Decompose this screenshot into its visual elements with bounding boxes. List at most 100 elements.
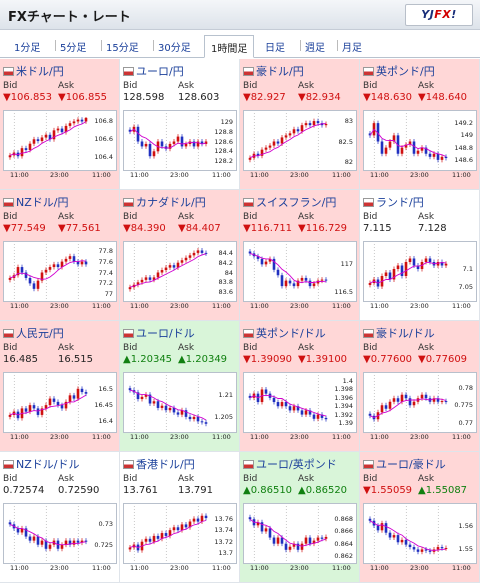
pair-card[interactable]: ユーロ/円 Bid Ask 128.598 128.603 129 128.8 128.6 12… <box>120 59 240 190</box>
pair-name-link[interactable]: ユーロ/豪ドル <box>363 456 446 472</box>
mini-chart[interactable]: 7.1 7.05 <box>363 241 477 302</box>
chart-svg <box>368 244 448 301</box>
candle-body <box>264 528 268 532</box>
pair-name-link[interactable]: 豪ドル/円 <box>243 63 304 79</box>
pair-name-link[interactable]: 米ドル/円 <box>3 63 64 79</box>
pair-card[interactable]: 豪ドル/円 Bid Ask ▼82.927 ▼82.934 83 82.5 82 11:00 23… <box>240 59 360 190</box>
pair-card[interactable]: ユーロ/豪ドル Bid Ask ▼1.55059 ▲1.55087 1.56 1.55 11:… <box>360 452 480 583</box>
mini-chart[interactable]: 129 128.8 128.6 128.4 128.2 <box>123 110 237 171</box>
mini-chart[interactable]: 13.76 13.74 13.72 13.7 <box>123 503 237 564</box>
pair-name-link[interactable]: 英ポンド/円 <box>363 63 435 79</box>
mini-chart[interactable]: 149.2 149 148.8 148.6 <box>363 110 477 171</box>
flag-eu-icon <box>123 67 134 76</box>
y-tick-label: 106.8 <box>94 117 113 126</box>
candle-body <box>56 128 60 131</box>
tab-3[interactable]: 15分足 <box>106 43 139 54</box>
pair-name-link[interactable]: 英ポンド/ドル <box>243 325 326 341</box>
candle-body <box>308 537 312 544</box>
pair-card[interactable]: 英ポンド/円 Bid Ask ▼148.630 ▼148.640 149.2 149 148.… <box>360 59 480 190</box>
ask-value: 13.791 <box>178 485 213 496</box>
pair-name-link[interactable]: NZドル/円 <box>3 194 68 210</box>
pair-card[interactable]: スイスフラン/円 Bid Ask ▼116.711 ▼116.729 117 116.5 11… <box>240 190 360 321</box>
mini-chart[interactable]: 84.4 84.2 84 83.8 83.6 <box>123 241 237 302</box>
mini-chart[interactable]: 0.73 0.725 <box>3 503 117 564</box>
pair-card[interactable]: 豪ドル/ドル Bid Ask ▼0.77600 ▼0.77609 0.78 0.775 0.7… <box>360 321 480 452</box>
pair-name-link[interactable]: 人民元/円 <box>3 325 64 341</box>
mini-chart[interactable]: 1.21 1.205 <box>123 372 237 433</box>
moving-average-line <box>129 128 207 149</box>
mini-chart[interactable]: 117 116.5 <box>243 241 357 302</box>
mini-chart[interactable]: 1.56 1.55 <box>363 503 477 564</box>
pair-name-link[interactable]: ユーロ/英ポンド <box>243 456 337 472</box>
tab-2[interactable]: 5分足 <box>60 43 87 54</box>
candle-body <box>428 258 432 262</box>
candle-body <box>188 416 192 420</box>
mini-chart[interactable]: 83 82.5 82 <box>243 110 357 171</box>
candle-body <box>288 406 292 411</box>
pair-name-link[interactable]: ユーロ/円 <box>123 63 184 79</box>
x-tick-label: 11:00 <box>332 564 351 572</box>
pair-name-link[interactable]: スイスフラン/円 <box>243 194 336 210</box>
pair-card[interactable]: ユーロ/ドル Bid Ask ▲1.20345 ▲1.20349 1.21 1.205 11:… <box>120 321 240 452</box>
candle-body <box>264 389 268 394</box>
tab-1[interactable]: 1分足 <box>14 43 41 54</box>
candle-body <box>320 537 324 539</box>
x-tick-label: 11:00 <box>332 433 351 441</box>
pair-card[interactable]: 英ポンド/ドル Bid Ask ▼1.39090 ▼1.39100 1.4 1.398 1.3… <box>240 321 360 452</box>
tab-8[interactable]: 月足 <box>342 43 362 54</box>
candle-body <box>56 401 60 406</box>
y-tick-label: 0.775 <box>454 401 473 410</box>
candle-body <box>400 147 404 154</box>
candle-body <box>376 525 380 531</box>
pair-card[interactable]: 人民元/円 Bid Ask 16.485 16.515 16.5 16.45 16.4 11:0… <box>0 321 120 452</box>
tab-5[interactable]: 1時間足 <box>204 35 255 58</box>
tab-7[interactable]: 週足 <box>305 43 325 54</box>
x-tick-label: 11:00 <box>92 171 111 179</box>
tab-6[interactable]: 日足 <box>265 43 285 54</box>
mini-chart[interactable]: 77.8 77.6 77.4 77.2 77 <box>3 241 117 302</box>
candle-body <box>156 272 160 278</box>
pair-name-link[interactable]: 豪ドル/ドル <box>363 325 435 341</box>
pair-card[interactable]: NZドル/ドル Bid Ask 0.72574 0.72590 0.73 0.725 11:0… <box>0 452 120 583</box>
mini-chart[interactable]: 1.4 1.398 1.396 1.394 1.392 1.39 <box>243 372 357 433</box>
tab-4[interactable]: 30分足 <box>158 43 191 54</box>
candle-body <box>176 136 180 142</box>
x-tick-label: 23:00 <box>50 564 69 572</box>
x-tick-label: 23:00 <box>170 302 189 310</box>
candle-body <box>440 156 444 160</box>
mini-chart[interactable]: 106.8 106.6 106.4 <box>3 110 117 171</box>
pair-card[interactable]: カナダドル/円 Bid Ask ▼84.390 ▼84.407 84.4 84.2 84 83.… <box>120 190 240 321</box>
candle-body <box>204 141 208 144</box>
mini-chart[interactable]: 0.868 0.866 0.864 0.862 <box>243 503 357 564</box>
candle-body <box>196 416 200 422</box>
candle-body <box>148 538 152 542</box>
pair-name-link[interactable]: 香港ドル/円 <box>123 456 195 472</box>
pair-name-link[interactable]: ユーロ/ドル <box>123 325 195 341</box>
moving-average-line <box>369 398 447 418</box>
pair-card[interactable]: 米ドル/円 Bid Ask ▼106.853 ▼106.855 106.8 106.6 106… <box>0 59 120 190</box>
pair-name-link[interactable]: NZドル/ドル <box>3 456 79 472</box>
candle-body <box>436 547 440 550</box>
candle-body <box>172 407 176 413</box>
candle-body <box>52 264 56 268</box>
y-tick-label: 149 <box>460 131 473 140</box>
flag-ca-icon <box>123 198 134 207</box>
candle-body <box>200 421 204 423</box>
candle-body <box>44 269 48 273</box>
bid-label: Bid <box>3 212 18 222</box>
mini-chart[interactable]: 0.78 0.775 0.77 <box>363 372 477 433</box>
pair-name-link[interactable]: ランド/円 <box>363 194 424 210</box>
moving-average-line <box>129 520 207 548</box>
moving-average-line <box>129 253 207 288</box>
yjfx-logo[interactable]: YJFX! <box>405 4 473 26</box>
pair-card[interactable]: NZドル/円 Bid Ask ▼77.549 ▼77.561 77.8 77.6 77.4 77… <box>0 190 120 321</box>
pair-card[interactable]: ユーロ/英ポンド Bid Ask ▲0.86510 ▲0.86520 0.868 0.866… <box>240 452 360 583</box>
pair-card[interactable]: ランド/円 Bid Ask 7.115 7.128 7.1 7.05 11:00 23:00 11… <box>360 190 480 321</box>
ask-value: ▲1.55087 <box>418 485 468 496</box>
bid-value: ▼1.39090 <box>243 354 293 365</box>
pair-name-link[interactable]: カナダドル/円 <box>123 194 206 210</box>
y-tick-label: 84.4 <box>218 248 233 257</box>
x-tick-label: 23:00 <box>290 171 309 179</box>
pair-card[interactable]: 香港ドル/円 Bid Ask 13.761 13.791 13.76 13.74 13.72 1… <box>120 452 240 583</box>
mini-chart[interactable]: 16.5 16.45 16.4 <box>3 372 117 433</box>
